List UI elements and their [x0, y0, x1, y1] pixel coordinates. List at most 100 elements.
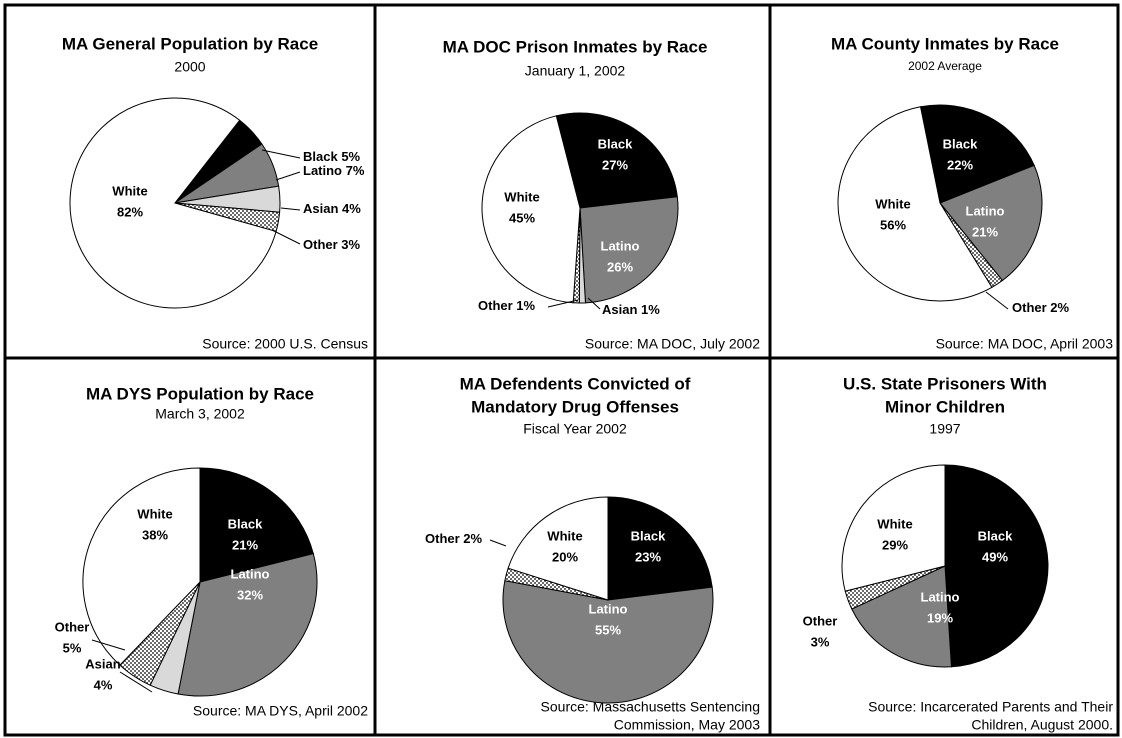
value-label: 1% — [641, 302, 660, 317]
category-name: Other — [1012, 300, 1047, 315]
source-note: Source: MA DYS, April 2002 — [193, 703, 368, 719]
category-name: Latino — [921, 589, 960, 604]
chart-title: MA County Inmates by Race — [831, 34, 1059, 53]
slice-label: Other 2% — [1012, 300, 1070, 315]
source-note: Children, August 2000. — [971, 717, 1113, 733]
category-name: White — [137, 506, 172, 521]
category-name: Asian — [85, 656, 120, 671]
value-label: 32% — [237, 587, 263, 602]
pie-slice — [851, 565, 952, 668]
value-label: 56% — [880, 217, 906, 232]
value-label: 49% — [982, 549, 1008, 564]
category-name: Latino — [303, 163, 342, 178]
value-label: 21% — [972, 224, 998, 239]
chart-subtitle: 2002 Average — [908, 59, 982, 73]
slice-label: Other 2% — [425, 531, 483, 546]
chart-title: Minor Children — [885, 397, 1005, 416]
category-name: White — [875, 196, 910, 211]
value-label: 38% — [142, 527, 168, 542]
category-name: White — [877, 516, 912, 531]
pie-slice — [502, 580, 714, 704]
value-label: 2% — [463, 531, 482, 546]
source-note: Source: MA DOC, April 2003 — [936, 336, 1114, 352]
source-note: Source: MA DOC, July 2002 — [585, 336, 760, 352]
category-name: Black — [598, 136, 633, 151]
source-note: Source: Incarcerated Parents and Their — [868, 699, 1113, 715]
leader-line — [985, 291, 1009, 310]
chart-title: Mandatory Drug Offenses — [471, 397, 679, 416]
leader-line — [587, 297, 601, 310]
value-label: 82% — [117, 204, 143, 219]
value-label: 5% — [63, 640, 82, 655]
category-name: Black — [631, 528, 666, 543]
leader-line — [119, 671, 153, 693]
value-label: 3% — [341, 237, 360, 252]
source-note: Commission, May 2003 — [614, 717, 760, 733]
category-name: Other — [303, 237, 338, 252]
pie-slice — [177, 553, 318, 697]
value-label: 3% — [811, 634, 830, 649]
value-label: 21% — [232, 537, 258, 552]
category-name: Latino — [231, 566, 270, 581]
chart-subtitle: Fiscal Year 2002 — [523, 421, 627, 437]
pie-slice — [944, 464, 1049, 668]
category-name: Asian — [602, 302, 637, 317]
leader-line — [275, 171, 301, 181]
slice-label: Other 1% — [478, 298, 536, 313]
category-name: Other — [803, 613, 838, 628]
chart-subtitle: 1997 — [929, 421, 960, 437]
slice-label: Asian 1% — [602, 302, 660, 317]
pie-slice — [607, 496, 713, 601]
value-label: 2% — [1050, 300, 1069, 315]
value-label: 45% — [509, 210, 535, 225]
value-label: 5% — [341, 149, 360, 164]
value-label: 23% — [635, 549, 661, 564]
leader-line — [280, 207, 301, 211]
pie-slice — [481, 115, 581, 304]
leader-line — [547, 299, 579, 308]
value-label: 7% — [346, 163, 365, 178]
value-label: 22% — [947, 157, 973, 172]
slice-label: Black 5% — [303, 149, 361, 164]
chart-title: MA Defendents Convicted of — [460, 374, 691, 393]
pie-slice — [82, 467, 201, 666]
value-label: 20% — [552, 549, 578, 564]
category-name: White — [547, 528, 582, 543]
value-label: 55% — [595, 622, 621, 637]
category-name: White — [504, 189, 539, 204]
pie-slice — [837, 106, 993, 302]
category-name: Black — [303, 149, 338, 164]
chart-title: MA General Population by Race — [62, 34, 318, 53]
chart-subtitle: January 1, 2002 — [525, 63, 626, 79]
pie-slice — [69, 97, 277, 309]
pie-slice — [939, 164, 1043, 282]
leader-line — [271, 229, 301, 245]
pie-slice — [579, 196, 679, 304]
category-name: White — [112, 183, 147, 198]
chart-subtitle: March 3, 2002 — [155, 406, 245, 422]
chart-title: U.S. State Prisoners With — [843, 374, 1047, 393]
category-name: Black — [943, 136, 978, 151]
pie-slice — [919, 104, 1035, 204]
category-name: Black — [978, 528, 1013, 543]
pie-slice — [841, 464, 946, 592]
value-label: 4% — [342, 201, 361, 216]
slice-label: Latino 7% — [303, 163, 365, 178]
pie-slice — [199, 467, 314, 583]
slice-label: Other 3% — [303, 237, 361, 252]
value-label: 26% — [607, 259, 633, 274]
category-name: Other — [55, 619, 90, 634]
value-label: 27% — [602, 157, 628, 172]
category-name: Black — [228, 516, 263, 531]
category-name: Latino — [589, 601, 628, 616]
chart-subtitle: 2000 — [174, 59, 205, 75]
slice-label: Asian 4% — [303, 201, 361, 216]
category-name: Other — [425, 531, 460, 546]
leader-line — [489, 539, 507, 547]
value-label: 4% — [94, 677, 113, 692]
category-name: Latino — [601, 238, 640, 253]
category-name: Latino — [966, 203, 1005, 218]
chart-title: MA DOC Prison Inmates by Race — [443, 37, 708, 56]
pie-slice — [555, 112, 678, 209]
